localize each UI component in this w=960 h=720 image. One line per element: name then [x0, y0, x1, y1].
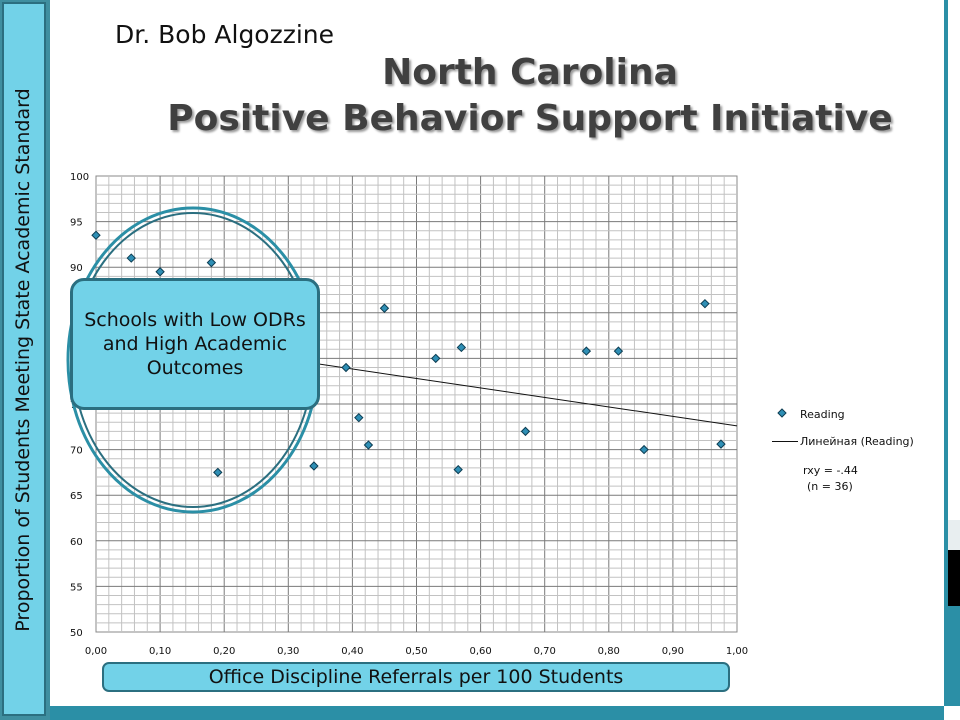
callout-text: Schools with Low ODRs and High Academic …: [84, 309, 306, 379]
x-tick-label: 0,70: [534, 646, 556, 657]
legend-trendline-label: Линейная (Reading): [800, 435, 914, 448]
y-tick-label: 55: [70, 582, 83, 593]
x-tick-label: 0,60: [469, 646, 491, 657]
x-axis-label: Office Discipline Referrals per 100 Stud…: [208, 666, 624, 688]
tick-labels: 0,00 0,10 0,20 0,30 0,40 0,50 0,60 0,70 0,80 0,90…: [70, 172, 748, 657]
legend-marker-icon: [777, 408, 787, 418]
data-point: [213, 467, 223, 478]
title-line-1: North Carolina: [382, 52, 678, 93]
x-tick-label: 0,00: [85, 646, 107, 657]
data-point: [126, 253, 136, 263]
legend-stat-line-2: (n = 36): [807, 480, 853, 493]
x-tick-label: 0,90: [662, 646, 684, 657]
data-point: [91, 230, 101, 240]
data-point: [453, 464, 463, 475]
data-point: [341, 362, 351, 373]
data-point: [155, 267, 165, 277]
y-tick-label: 100: [70, 172, 89, 183]
y-tick-label: 90: [70, 263, 83, 274]
data-points: [91, 230, 726, 478]
y-tick-label: 60: [70, 537, 83, 548]
data-point: [581, 346, 592, 356]
data-point: [456, 342, 467, 353]
data-point: [613, 346, 624, 356]
data-point: [354, 412, 364, 423]
y-tick-label: 50: [70, 628, 83, 639]
y-axis-label-box: [2, 2, 46, 716]
data-point: [716, 439, 726, 449]
x-tick-label: 0,10: [149, 646, 171, 657]
y-tick-label: 65: [70, 491, 83, 502]
x-tick-label: 1,00: [726, 646, 748, 657]
x-tick-label: 0,80: [598, 646, 620, 657]
legend-stat-line-1: rxy = -.44: [803, 464, 858, 477]
slide-title: North Carolina Positive Behavior Support…: [150, 50, 910, 142]
author-name: Dr. Bob Algozzine: [115, 20, 335, 49]
data-point: [206, 257, 217, 268]
data-point: [520, 426, 531, 437]
bottom-band: [50, 706, 960, 720]
data-point: [379, 303, 390, 313]
x-tick-label: 0,50: [405, 646, 427, 657]
y-tick-label: 95: [70, 218, 83, 229]
x-axis-label-box: Office Discipline Referrals per 100 Stud…: [102, 662, 730, 692]
data-point: [431, 353, 441, 364]
data-point: [309, 461, 319, 471]
legend-trendline-swatch: [772, 441, 798, 442]
y-tick-label: 70: [70, 446, 83, 457]
x-tick-label: 0,40: [341, 646, 363, 657]
data-point: [363, 440, 374, 450]
data-point: [639, 444, 649, 455]
right-band: [944, 0, 960, 720]
x-tick-label: 0,20: [213, 646, 235, 657]
legend-series-label: Reading: [800, 408, 845, 421]
data-point: [700, 298, 710, 309]
callout-box: Schools with Low ODRs and High Academic …: [70, 278, 320, 410]
title-line-2: Positive Behavior Support Initiative: [167, 98, 893, 139]
x-tick-label: 0,30: [277, 646, 299, 657]
